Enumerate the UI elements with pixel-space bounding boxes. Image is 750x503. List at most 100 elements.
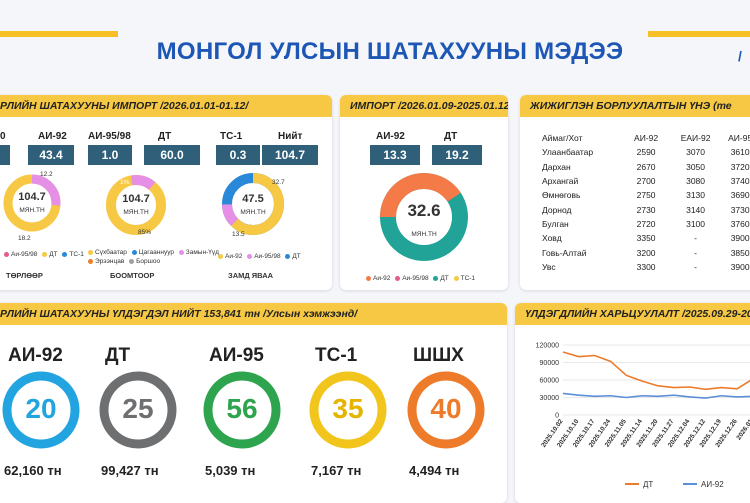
legend-label: АИ-92 xyxy=(701,480,724,489)
col-label-0: 0 xyxy=(0,131,6,142)
stock-header: РЛИЙН ШАТАХУУНЫ ҮЛДЭГДЭЛ НИЙТ 153,841 тн… xyxy=(0,303,507,325)
retail-price: - xyxy=(694,247,697,258)
donut-by-border-seg-small: 1% xyxy=(120,179,130,186)
retail-price: 3760 xyxy=(730,218,750,229)
donut-by-border-caption: БООМТООР xyxy=(110,271,155,280)
donut-by-border-seg-main: 85% xyxy=(138,229,152,236)
donut-in-transit-legend: Аи-92 Аи-95/98 ДТ xyxy=(218,253,301,260)
retail-price: 3070 xyxy=(686,147,706,158)
donut-by-border-legend-1: Сүхбаатар Цагааннуур Замын-Үүд xyxy=(88,249,219,256)
retail-price: 3350 xyxy=(636,233,656,244)
stock-ring xyxy=(203,371,281,449)
stock-amount: 62,160 тн xyxy=(4,463,62,478)
retail-price: - xyxy=(694,233,697,244)
donut-import-window-legend: Аи-92 Аи-95/98 ДТ ТС-1 xyxy=(366,275,475,282)
import-window-card: ИМПОРТ /2026.01.09-2025.01.12/ АИ-92 13.… xyxy=(340,95,508,290)
donut-by-type-caption: ТӨРЛӨӨР xyxy=(6,271,43,280)
retail-price: 3100 xyxy=(686,218,706,229)
stock-compare-header: ҮЛДЭГДЛИЙН ХАРЬЦУУЛАЛТ /2025.09.29-20 xyxy=(515,303,750,325)
donut-in-transit-caption: ЗАМД ЯВАА xyxy=(228,271,274,280)
y-tick-label: 0 xyxy=(555,413,559,420)
import-total-header: РЛИЙН ШАТАХУУНЫ ИМПОРТ /2026.01.01-01.12… xyxy=(0,95,332,117)
donut-by-border xyxy=(106,175,166,235)
donut-by-border-legend-2: Эрээнцав Боршоо xyxy=(88,258,160,265)
retail-price: 2700 xyxy=(636,176,656,187)
donut-in-transit xyxy=(222,173,285,235)
import-window-heading: ИМПОРТ /2026.01.09-2025.01.12/ xyxy=(350,100,508,112)
retail-col-ai95: АИ-95 xyxy=(728,133,750,144)
retail-price: 3740 xyxy=(730,176,750,187)
y-tick-label: 120000 xyxy=(536,343,559,350)
col-label-ts1: ТС-1 xyxy=(220,131,243,142)
retail-col-ai92: АИ-92 xyxy=(634,133,659,144)
retail-price: 3900 xyxy=(730,261,750,272)
retail-region: Дорнод xyxy=(542,204,572,215)
donut-in-transit-value: 47.5 МЯН.ТН xyxy=(240,193,266,216)
retail-price: 3130 xyxy=(686,190,706,201)
stock-ring xyxy=(2,371,80,449)
window-value-ai92: 13.3 xyxy=(370,145,420,165)
retail-price: 3300 xyxy=(636,261,656,272)
col-value-ts1: 0.3 xyxy=(216,145,260,165)
retail-region: Увс xyxy=(542,261,556,272)
donut-by-type-seg-2: 18.2 xyxy=(18,235,31,242)
stock-amount: 4,494 тн xyxy=(409,463,460,478)
import-window-header: ИМПОРТ /2026.01.09-2025.01.12/ xyxy=(340,95,508,117)
stock-amount: 5,039 тн xyxy=(205,463,256,478)
stock-amount: 99,427 тн xyxy=(101,463,159,478)
retail-row: Говь-Алтай 3200 - 3850 xyxy=(542,245,750,259)
donut-by-type-value: 104.7 МЯН.ТН xyxy=(18,191,46,214)
stock-label: ШШХ xyxy=(413,345,464,366)
retail-header-row: Аймаг/Хот АИ-92 ЕАИ-92 АИ-95 xyxy=(542,131,750,145)
import-total-heading: РЛИЙН ШАТАХУУНЫ ИМПОРТ /2026.01.01-01.12… xyxy=(0,100,249,112)
retail-price: 2670 xyxy=(636,161,656,172)
retail-price: 3690 xyxy=(730,190,750,201)
retail-price: 3720 xyxy=(730,161,750,172)
col-label-dt: ДТ xyxy=(158,131,172,142)
retail-col-region: Аймаг/Хот xyxy=(542,133,583,144)
retail-row: Улаанбаатар 2590 3070 3610 xyxy=(542,145,750,159)
donut-by-type-legend: Аи-95/98 ДТ ТС-1 xyxy=(4,251,84,258)
retail-price: 3050 xyxy=(686,161,706,172)
stock-days: 40 xyxy=(430,393,462,424)
series-line-ai92 xyxy=(562,392,750,399)
retail-row: Булган 2720 3100 3760 xyxy=(542,217,750,231)
col-label-total: Нийт xyxy=(278,131,303,142)
col-label-ai92: АИ-92 xyxy=(38,131,67,142)
retail-row: Өмнөговь 2750 3130 3690 xyxy=(542,188,750,202)
stock-compare-title: ҮЛДЭГДЛИЙН ХАРЬЦУУЛАЛТ /2025.09.29-20 xyxy=(525,308,750,320)
retail-region: Дархан xyxy=(542,161,571,172)
retail-region: Булган xyxy=(542,218,569,229)
retail-price: 3900 xyxy=(730,233,750,244)
retail-row: Архангай 2700 3080 3740 xyxy=(542,174,750,188)
retail-price: - xyxy=(694,261,697,272)
col-value-total: 104.7 xyxy=(262,145,318,165)
retail-price-card: ЖИЖИГЛЭН БОРЛУУЛАЛТЫН ҮНЭ (те Аймаг/Хот … xyxy=(520,95,750,290)
retail-price-header: ЖИЖИГЛЭН БОРЛУУЛАЛТЫН ҮНЭ (те xyxy=(520,95,750,117)
col-value-ai95: 1.0 xyxy=(88,145,132,165)
stock-compare-card: ҮЛДЭГДЛИЙН ХАРЬЦУУЛАЛТ /2025.09.29-20 12… xyxy=(515,303,750,503)
header-accent-right xyxy=(648,31,750,37)
donut-import-window xyxy=(380,173,468,261)
retail-price: 2750 xyxy=(636,190,656,201)
stock-label: ТС-1 xyxy=(315,345,358,366)
retail-col-eai92: ЕАИ-92 xyxy=(680,133,711,144)
retail-row: Увс 3300 - 3900 xyxy=(542,260,750,274)
y-tick-label: 60000 xyxy=(540,378,560,385)
stock-ring xyxy=(309,371,387,449)
stock-ring xyxy=(407,371,485,449)
stock-compare-chart: 12000090000600003000002025.10.022025.10.… xyxy=(536,343,750,489)
series-line-dt xyxy=(562,351,750,391)
import-total-card: РЛИЙН ШАТАХУУНЫ ИМПОРТ /2026.01.01-01.12… xyxy=(0,95,332,290)
stock-days: 20 xyxy=(25,393,57,424)
retail-price: 3610 xyxy=(730,147,750,158)
donut-import-window-value: 32.6 МЯН.ТН xyxy=(407,201,441,238)
retail-region: Өмнөговь xyxy=(542,190,581,201)
stock-label: ДТ xyxy=(105,345,131,366)
donut-by-type xyxy=(3,174,61,232)
window-label-ai92: АИ-92 xyxy=(376,131,405,142)
retail-price: 3730 xyxy=(730,204,750,215)
retail-region: Архангай xyxy=(542,176,579,187)
col-value-dt: 60.0 xyxy=(144,145,200,165)
retail-price: 3850 xyxy=(730,247,750,258)
